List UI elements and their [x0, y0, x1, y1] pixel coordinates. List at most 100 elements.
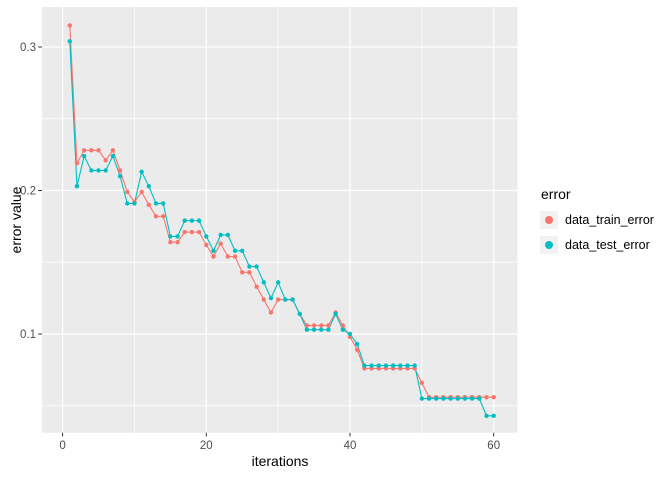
- data-point-data_test_error: [268, 295, 274, 301]
- data-point-data_test_error: [448, 396, 453, 401]
- data-point-data_test_error: [434, 396, 439, 401]
- data-point-data_test_error: [376, 363, 381, 368]
- data-point-data_test_error: [311, 327, 317, 332]
- data-point-data_train_error: [175, 239, 180, 245]
- data-point-data_test_error: [189, 218, 195, 223]
- data-point-data_test_error: [103, 168, 108, 173]
- data-point-data_test_error: [405, 363, 410, 368]
- data-point-data_test_error: [390, 363, 396, 368]
- data-point-data_test_error: [419, 396, 425, 401]
- data-point-data_train_error: [211, 254, 216, 259]
- data-point-data_train_error: [204, 242, 209, 248]
- data-point-data_train_error: [125, 189, 130, 195]
- data-point-data_train_error: [268, 310, 274, 315]
- data-point-data_test_error: [319, 327, 324, 332]
- data-point-data_train_error: [319, 323, 324, 328]
- data-point-data_train_error: [218, 241, 223, 246]
- data-point-data_test_error: [347, 331, 353, 337]
- data-point-data_train_error: [74, 161, 80, 166]
- data-point-data_test_error: [412, 363, 417, 368]
- data-point-data_train_error: [182, 229, 187, 235]
- data-point-data_train_error: [139, 189, 144, 195]
- data-point-data_test_error: [153, 201, 159, 206]
- data-point-data_test_error: [232, 248, 238, 253]
- data-point-data_test_error: [247, 264, 252, 269]
- legend-label-train: data_train_error: [565, 213, 654, 227]
- data-point-data_train_error: [354, 347, 360, 352]
- data-point-data_train_error: [225, 254, 231, 259]
- data-point-data_train_error: [261, 297, 266, 302]
- data-point-data_train_error: [484, 394, 489, 400]
- data-point-data_test_error: [369, 363, 374, 368]
- data-point-data_test_error: [441, 396, 446, 401]
- y-tick-label: 0.3: [20, 42, 36, 54]
- legend: error data_train_error data_test_error: [540, 186, 654, 261]
- x-tick-label: 40: [344, 440, 357, 452]
- data-point-data_test_error: [196, 218, 202, 223]
- data-point-data_train_error: [103, 158, 108, 163]
- data-point-data_train_error: [89, 148, 94, 153]
- data-point-data_train_error: [254, 284, 259, 289]
- legend-item-test: data_test_error: [540, 236, 654, 254]
- data-point-data_test_error: [89, 168, 94, 173]
- data-point-data_test_error: [304, 327, 310, 332]
- y-tick-label: 0.1: [20, 329, 36, 341]
- data-point-data_train_error: [491, 394, 496, 400]
- data-point-data_test_error: [261, 280, 266, 285]
- x-tick-label: 60: [487, 440, 500, 452]
- data-point-data_train_error: [117, 168, 123, 173]
- legend-label-test: data_test_error: [565, 238, 650, 252]
- data-point-data_test_error: [326, 327, 331, 332]
- data-point-data_train_error: [304, 323, 310, 328]
- data-point-data_test_error: [426, 396, 432, 401]
- data-point-data_train_error: [160, 214, 166, 219]
- data-point-data_train_error: [340, 323, 346, 328]
- x-axis-title: iterations: [251, 453, 309, 469]
- data-point-data_test_error: [340, 327, 346, 332]
- data-point-data_test_error: [225, 232, 231, 238]
- train-point-icon: [545, 216, 553, 224]
- data-point-data_test_error: [218, 232, 223, 238]
- data-point-data_train_error: [81, 148, 87, 153]
- data-point-data_train_error: [189, 229, 195, 235]
- data-point-data_test_error: [484, 413, 489, 418]
- data-point-data_test_error: [74, 183, 80, 189]
- data-point-data_test_error: [132, 201, 137, 206]
- data-point-data_train_error: [419, 380, 425, 385]
- data-point-data_test_error: [96, 168, 101, 173]
- data-point-data_test_error: [275, 280, 281, 285]
- data-point-data_train_error: [146, 202, 152, 208]
- data-point-data_train_error: [232, 254, 238, 259]
- data-point-data_train_error: [326, 323, 331, 328]
- data-point-data_test_error: [240, 248, 245, 253]
- data-point-data_train_error: [168, 239, 173, 245]
- data-point-data_train_error: [96, 148, 101, 153]
- plot-panel: [42, 7, 518, 433]
- data-point-data_test_error: [211, 248, 216, 253]
- data-point-data_test_error: [81, 153, 87, 159]
- data-point-data_test_error: [139, 169, 144, 175]
- test-point-icon: [545, 241, 553, 249]
- data-point-data_test_error: [67, 39, 72, 44]
- data-point-data_test_error: [297, 311, 302, 317]
- data-point-data_train_error: [247, 270, 252, 275]
- data-point-data_test_error: [362, 363, 367, 368]
- data-point-data_test_error: [125, 201, 130, 206]
- data-point-data_test_error: [383, 363, 389, 368]
- data-point-data_test_error: [354, 341, 360, 347]
- data-point-data_train_error: [110, 148, 116, 153]
- data-point-data_test_error: [462, 396, 468, 401]
- legend-key: [540, 236, 558, 254]
- data-point-data_test_error: [168, 234, 173, 239]
- y-axis-title: error value: [8, 186, 24, 254]
- data-point-data_test_error: [469, 396, 475, 401]
- data-point-data_test_error: [477, 396, 482, 401]
- legend-key: [540, 211, 558, 229]
- x-tick-label: 20: [200, 440, 213, 452]
- data-point-data_test_error: [455, 396, 460, 401]
- data-point-data_test_error: [110, 153, 116, 159]
- legend-title: error: [541, 186, 571, 202]
- data-point-data_train_error: [196, 229, 202, 235]
